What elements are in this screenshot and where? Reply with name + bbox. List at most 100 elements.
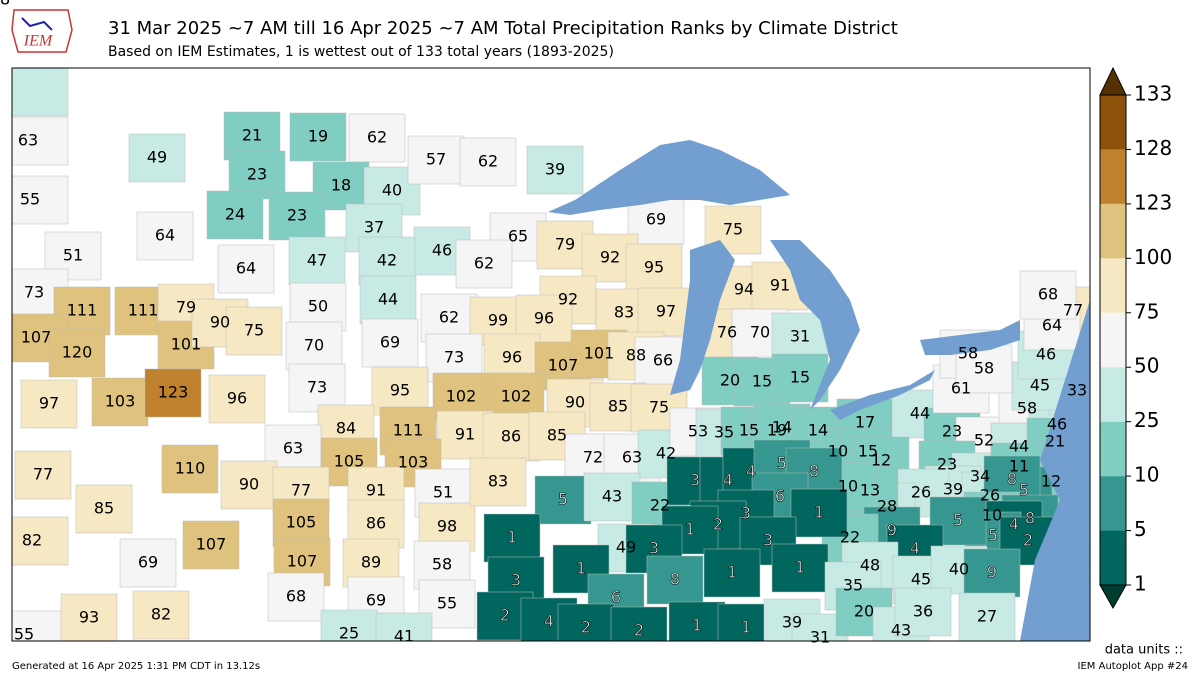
district	[958, 592, 1016, 642]
rank-label: 63	[283, 439, 303, 458]
rank-label: 15	[739, 421, 759, 440]
rank-label: 92	[600, 248, 620, 267]
rank-label: 62	[439, 308, 459, 327]
district	[375, 612, 433, 642]
rank-label: 102	[501, 387, 532, 406]
district	[206, 190, 264, 240]
rank-label: 43	[602, 487, 622, 506]
district	[703, 548, 761, 598]
rank-label: 24	[225, 205, 245, 224]
rank-label: 99	[488, 311, 508, 330]
district	[60, 593, 118, 642]
rank-label: 4	[746, 462, 756, 481]
rank-label: 73	[444, 348, 464, 367]
units-label: data units ::	[1105, 643, 1183, 658]
rank-label: 41	[394, 627, 414, 646]
rank-label: 86	[501, 427, 521, 446]
rank-label: 88	[626, 346, 646, 365]
district	[625, 243, 683, 293]
district	[161, 444, 219, 494]
rank-label: 15	[790, 368, 810, 387]
rank-label: 9	[987, 563, 997, 582]
rank-label: 45	[911, 570, 931, 589]
rank-label: 97	[656, 302, 676, 321]
rank-label: 20	[720, 371, 740, 390]
rank-label: 40	[949, 560, 969, 579]
rank-label: 55	[14, 625, 34, 644]
colorbar-bin	[1100, 530, 1126, 585]
rank-label: 6	[775, 487, 785, 506]
rank-label: 96	[502, 348, 522, 367]
rank-label: 63	[18, 131, 38, 150]
rank-label: 61	[951, 379, 971, 398]
rank-label: 46	[1036, 345, 1056, 364]
rank-label: 68	[286, 587, 306, 606]
district	[534, 475, 592, 525]
rank-label: 91	[455, 425, 475, 444]
colorbar-tick-label: 10	[1134, 463, 1159, 487]
colorbar-tick-label: 25	[1134, 408, 1159, 432]
district	[267, 572, 325, 622]
rank-label: 103	[105, 392, 136, 411]
rank-label: 120	[62, 343, 93, 362]
district	[182, 520, 240, 570]
rank-label: 35	[714, 423, 734, 442]
district	[610, 606, 668, 642]
rank-label: 5	[988, 526, 998, 545]
rank-label: 111	[393, 421, 424, 440]
rank-label: 45	[1030, 376, 1050, 395]
colorbar-bin	[1100, 421, 1126, 477]
rank-label: 42	[656, 444, 676, 463]
rank-label: 111	[128, 301, 159, 320]
rank-label: 34	[970, 467, 990, 486]
rank-label: 69	[366, 591, 386, 610]
district	[583, 472, 641, 522]
district	[11, 175, 69, 225]
district	[455, 239, 513, 289]
rank-label: 39	[545, 160, 565, 179]
rank-label: 1	[814, 503, 824, 522]
district	[14, 450, 72, 500]
rank-label: 102	[446, 387, 477, 406]
colorbar-bin	[1100, 258, 1126, 313]
rank-label: 55	[20, 190, 40, 209]
rank-label: 21	[242, 126, 262, 145]
district	[20, 379, 78, 429]
rank-label: 21	[1045, 432, 1065, 451]
district	[288, 236, 346, 286]
rank-label: 73	[24, 283, 44, 302]
rank-label: 5	[558, 490, 568, 509]
rank-label: 48	[860, 556, 880, 575]
colorbar-tick-label: 100	[1134, 245, 1172, 269]
rank-label: 8	[1025, 509, 1035, 528]
district	[646, 555, 704, 605]
rank-label: 12	[871, 451, 891, 470]
rank-label: 77	[1063, 301, 1083, 320]
rank-label: 49	[616, 538, 636, 557]
rank-label: 44	[1009, 437, 1029, 456]
rank-label: 5	[777, 454, 787, 473]
rank-label: 85	[547, 426, 567, 445]
rank-label: 1	[692, 616, 702, 635]
rank-label: 96	[534, 309, 554, 328]
rank-label: 105	[286, 513, 317, 532]
rank-label: 75	[723, 220, 743, 239]
rank-label: 94	[734, 280, 754, 299]
rank-label: 49	[147, 148, 167, 167]
rank-label: 76	[717, 323, 737, 342]
rank-label: 36	[913, 602, 933, 621]
rank-label: 86	[366, 514, 386, 533]
rank-label: 26	[911, 483, 931, 502]
district	[526, 145, 584, 195]
rank-label: 33	[1067, 381, 1087, 400]
colorbar-tick-label: 123	[1134, 190, 1172, 214]
colorbar-bin	[1100, 149, 1126, 204]
district	[75, 484, 133, 534]
rank-label: 84	[336, 419, 356, 438]
rank-label: 19	[767, 421, 787, 440]
rank-label: 55	[437, 594, 457, 613]
rank-label: 3	[649, 539, 659, 558]
rank-label: 4	[723, 471, 733, 490]
rank-label: 18	[331, 176, 351, 195]
